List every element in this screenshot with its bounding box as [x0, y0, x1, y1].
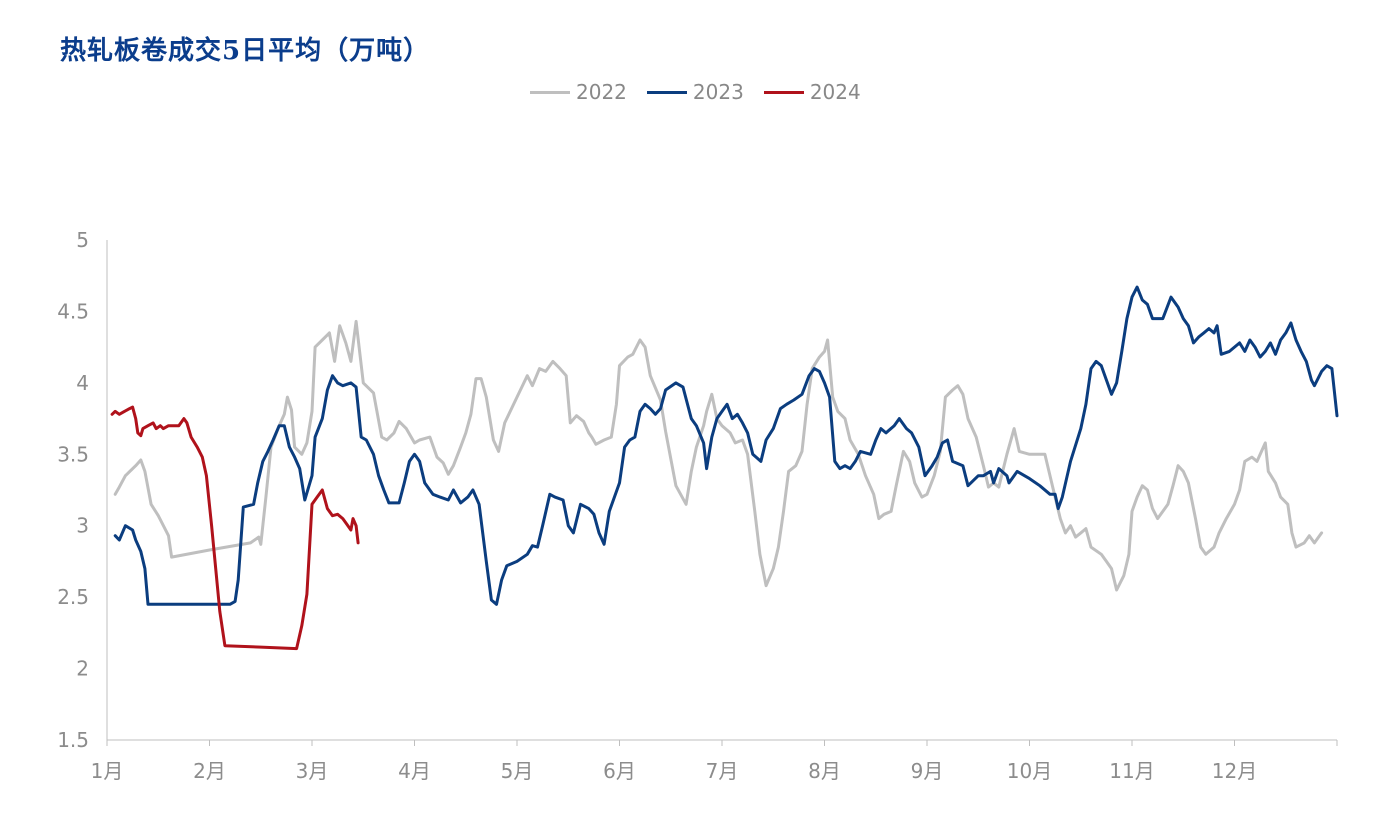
series-lines [110, 285, 1339, 651]
legend-swatch [763, 90, 804, 94]
x-tick-label: 2月 [193, 759, 226, 783]
x-tick-label: 8月 [808, 759, 841, 783]
y-tick-label: 5 [76, 228, 89, 252]
y-tick-label: 4 [76, 371, 89, 395]
y-tick-label: 1.5 [57, 728, 89, 752]
x-tick-label: 4月 [398, 759, 431, 783]
series-line-2022 [113, 319, 1324, 592]
legend: 2022 2023 2024 [530, 80, 861, 104]
chart-title: 热轧板卷成交5日平均（万吨） [60, 36, 431, 66]
x-tick-label: 7月 [706, 759, 739, 783]
x-tick-label: 12月 [1212, 759, 1257, 783]
y-tick-label: 3.5 [57, 442, 89, 466]
legend-label: 2024 [809, 80, 861, 104]
y-tick-label: 2 [76, 657, 89, 681]
x-tick-label: 11月 [1109, 759, 1154, 783]
x-tick-label: 6月 [603, 759, 636, 783]
series-line-2023 [113, 285, 1339, 606]
legend-label: 2023 [692, 80, 744, 104]
x-tick-label: 5月 [501, 759, 534, 783]
legend-swatch [530, 90, 570, 94]
y-tick-label: 3 [76, 514, 89, 538]
x-tick-label: 9月 [911, 759, 944, 783]
x-tick-label: 1月 [91, 759, 124, 783]
x-tick-label: 10月 [1007, 759, 1052, 783]
legend-item-2023: 2023 [646, 80, 744, 104]
legend-item-2022: 2022 [530, 80, 627, 104]
x-tick-label: 3月 [296, 759, 329, 783]
y-tick-label: 2.5 [57, 585, 89, 609]
series-line-2024 [110, 405, 360, 651]
legend-label: 2022 [576, 80, 627, 104]
y-tick-label: 4.5 [57, 299, 89, 323]
legend-swatch [646, 90, 687, 94]
axes: 1.5 2 2.5 3 3.5 4 4.5 5 1月 2月 3月 4月 5月 6月 7月 8月 9月 10月 11月… [57, 228, 1338, 783]
legend-item-2024: 2024 [763, 80, 861, 104]
